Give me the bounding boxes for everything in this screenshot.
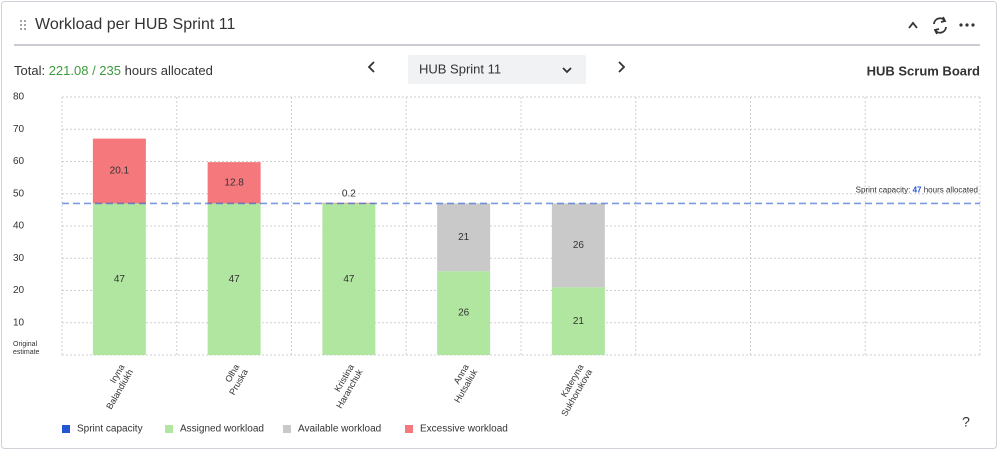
y-tick-label: 40: [13, 221, 25, 232]
value-label: 20.1: [110, 166, 130, 177]
more-icon[interactable]: [959, 23, 975, 27]
legend-label: Available workload: [298, 424, 381, 435]
bar-segment: [322, 203, 376, 355]
y-tick-label: 60: [13, 156, 25, 167]
board-link[interactable]: HUB Scrum Board: [867, 63, 980, 78]
bar-segment: [437, 271, 491, 355]
drag-handle[interactable]: [20, 20, 26, 30]
y-tick-label: 70: [13, 124, 25, 135]
legend-swatch: [283, 425, 291, 433]
sprint-dropdown[interactable]: [408, 55, 586, 84]
legend-label: Sprint capacity: [77, 424, 143, 435]
capacity-note-part: Sprint capacity:: [856, 186, 911, 195]
capacity-note-part: hours allocated: [924, 186, 978, 195]
bar-segment: [551, 287, 605, 355]
y-axis-label: Original estimate: [13, 341, 40, 356]
value-label: 0.2: [342, 188, 356, 199]
value-label: 26: [458, 308, 470, 319]
legend-swatch: [405, 425, 413, 433]
value-label: 21: [458, 232, 470, 243]
legend-swatch: [165, 425, 173, 433]
total-unit: hours allocated: [125, 63, 213, 78]
legend-swatch: [62, 425, 70, 433]
collapse-icon[interactable]: [908, 21, 918, 29]
value-label: 47: [343, 274, 355, 285]
legend-label: Assigned workload: [180, 424, 264, 435]
value-label: 12.8: [224, 177, 244, 188]
bar-segment: [92, 138, 146, 204]
bar-segment: [207, 203, 261, 355]
sprint-name: HUB Sprint 11: [419, 61, 501, 76]
bar-segment: [92, 203, 146, 355]
y-tick-label: 30: [13, 253, 25, 264]
capacity-note-part: 47: [913, 186, 922, 195]
value-label: 47: [114, 274, 126, 285]
value-label: 21: [573, 316, 585, 327]
total-summary: Total: 221.08 / 235 hours allocated: [14, 63, 213, 78]
capacity-note: Sprint capacity: 47 hours allocated: [856, 186, 978, 195]
total-label: Total:: [14, 63, 45, 78]
dropdown-chevron: [562, 67, 572, 74]
refresh-icon[interactable]: [933, 16, 947, 35]
y-tick-label: 10: [13, 317, 25, 328]
widget-title: Workload per HUB Sprint 11: [35, 16, 235, 33]
help-icon[interactable]: ?: [962, 414, 970, 430]
bar-segment: [437, 203, 491, 272]
value-label: 47: [229, 274, 241, 285]
next-sprint[interactable]: [618, 61, 626, 73]
legend-label: Excessive workload: [420, 424, 508, 435]
bar-segment: [207, 162, 261, 204]
total-value: 221.08 / 235: [49, 63, 121, 78]
bar-segment: [551, 203, 605, 288]
y-tick-label: 80: [13, 92, 25, 103]
y-tick-label: 50: [13, 188, 25, 199]
value-label: 26: [573, 240, 585, 251]
y-tick-label: 20: [13, 285, 25, 296]
prev-sprint[interactable]: [367, 61, 375, 73]
